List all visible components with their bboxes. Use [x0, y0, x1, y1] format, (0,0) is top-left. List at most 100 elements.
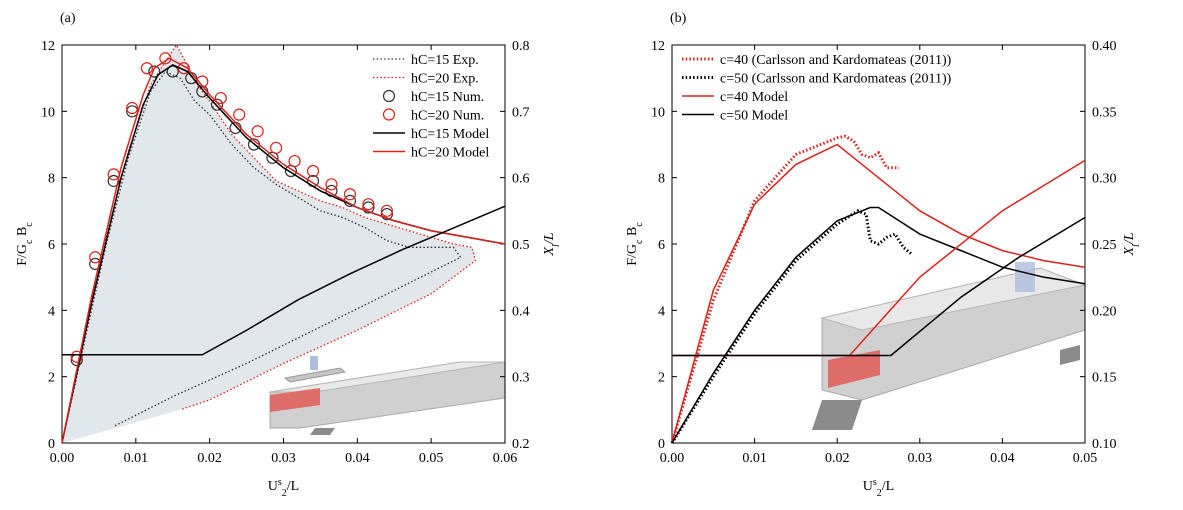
y2-axis-label: Xl/L — [1122, 232, 1142, 256]
y-axis-label-part: c — [634, 222, 645, 227]
support — [1060, 345, 1080, 365]
panel-title: (a) — [60, 11, 76, 26]
x-tick-label: 0.03 — [271, 451, 296, 466]
data-point — [210, 98, 224, 111]
y-tick-label: 6 — [658, 238, 665, 253]
y2-tick-label: 0.8 — [512, 39, 530, 54]
data-line — [61, 57, 506, 444]
x-tick-label: 0.03 — [908, 451, 933, 466]
y-tick-label: 12 — [41, 39, 55, 54]
data-line — [671, 143, 1086, 444]
data-point — [362, 198, 375, 211]
y2-tick-label: 0.5 — [512, 238, 530, 253]
y2-tick-label: 0.7 — [512, 105, 530, 120]
y-tick-label: 12 — [651, 39, 665, 54]
y-tick-label: 4 — [658, 304, 665, 319]
y-tick-label: 8 — [658, 172, 665, 187]
x-axis-label: Us2/L — [863, 477, 894, 499]
y2-tick-label: 0.2 — [512, 437, 530, 452]
data-line — [671, 206, 1086, 444]
legend-label: c=50 Model — [720, 109, 788, 124]
x-tick-label: 0.01 — [742, 451, 767, 466]
y2-tick-label: 0.30 — [1092, 172, 1117, 187]
data-point — [288, 154, 301, 168]
data-point — [126, 101, 139, 115]
inset-a — [269, 356, 506, 435]
y-axis-label-part: c — [24, 239, 35, 244]
x-axis-label-part: s — [873, 477, 877, 488]
data-line — [672, 216, 1086, 357]
y2-tick-label: 0.6 — [512, 172, 530, 187]
data-point — [70, 350, 83, 363]
y2-axis-label-part: /L — [1122, 232, 1137, 245]
y-tick-label: 6 — [48, 238, 55, 253]
y2-axis-label-part: l — [1131, 244, 1142, 247]
y-tick-label: 2 — [48, 371, 55, 386]
support — [812, 400, 862, 430]
y-axis-label-part: F/G — [625, 244, 640, 266]
y2-tick-label: 0.4 — [512, 304, 530, 319]
x-axis-label-part: 2 — [282, 488, 287, 499]
support — [310, 428, 335, 435]
data-point — [343, 188, 357, 201]
face-sheet — [283, 367, 347, 383]
data-point — [362, 201, 375, 214]
data-line — [670, 134, 900, 444]
x-axis-label: Us2/L — [268, 477, 299, 499]
data-point — [148, 65, 161, 78]
legend-label: hC=20 Num. — [411, 109, 484, 124]
x-tick-label: 0.05 — [419, 451, 444, 466]
data-point — [380, 204, 393, 217]
y-tick-label: 10 — [41, 105, 55, 120]
inset-b — [812, 262, 1087, 430]
y-axis-label-part: B — [625, 227, 640, 240]
x-tick-label: 0.06 — [493, 451, 518, 466]
y2-tick-label: 0.25 — [1092, 238, 1117, 253]
y2-axis-label-part: X — [542, 247, 557, 257]
data-point — [107, 174, 120, 188]
y2-tick-label: 0.10 — [1092, 437, 1117, 452]
x-axis-label-part: /L — [287, 479, 299, 494]
legend-label: hC=15 Exp. — [411, 53, 479, 68]
data-point — [229, 121, 242, 135]
y-tick-label: 0 — [48, 437, 55, 452]
x-tick-label: 0.00 — [660, 451, 685, 466]
y2-tick-label: 0.15 — [1092, 371, 1117, 386]
x-tick-label: 0.01 — [124, 451, 149, 466]
legend-label: hC=15 Num. — [411, 90, 484, 105]
y2-tick-label: 0.20 — [1092, 304, 1117, 319]
x-tick-label: 0.02 — [197, 451, 222, 466]
data-point — [270, 141, 283, 154]
y2-tick-label: 0.3 — [512, 371, 530, 386]
x-tick-label: 0.02 — [825, 451, 850, 466]
area-layer — [62, 45, 476, 443]
x-axis-label-part: U — [268, 479, 278, 494]
y-axis-label: F/Gc Bc — [15, 222, 35, 266]
data-line — [61, 70, 462, 444]
y2-axis-label-part: X — [1122, 247, 1137, 257]
shaded-area — [62, 45, 476, 443]
data-point — [306, 164, 320, 178]
x-axis-label-part: 2 — [877, 488, 882, 499]
load-marker — [1015, 262, 1035, 292]
data-point — [166, 65, 179, 78]
y2-tick-label: 0.35 — [1092, 105, 1117, 120]
data-point — [325, 178, 338, 191]
x-tick-label: 0.04 — [345, 451, 370, 466]
data-point — [380, 208, 393, 221]
legend-label: hC=20 Exp. — [411, 72, 479, 87]
legend-label: c=40 Model — [720, 90, 788, 105]
x-axis-label-part: s — [278, 477, 282, 488]
legend-label: hC=15 Model — [411, 127, 489, 142]
data-point — [251, 125, 264, 138]
data-point — [140, 62, 154, 75]
legend-marker — [382, 89, 396, 103]
crack-zone — [270, 388, 320, 412]
x-axis-label-part: /L — [882, 479, 894, 494]
panel-title: (b) — [670, 11, 687, 26]
legend-label: c=50 (Carlsson and Kardomateas (2011)) — [720, 72, 952, 87]
y-tick-label: 2 — [658, 371, 665, 386]
x-axis-label-part: U — [863, 479, 873, 494]
y-axis-label-part: c — [634, 239, 645, 244]
y2-tick-label: 0.40 — [1092, 39, 1117, 54]
